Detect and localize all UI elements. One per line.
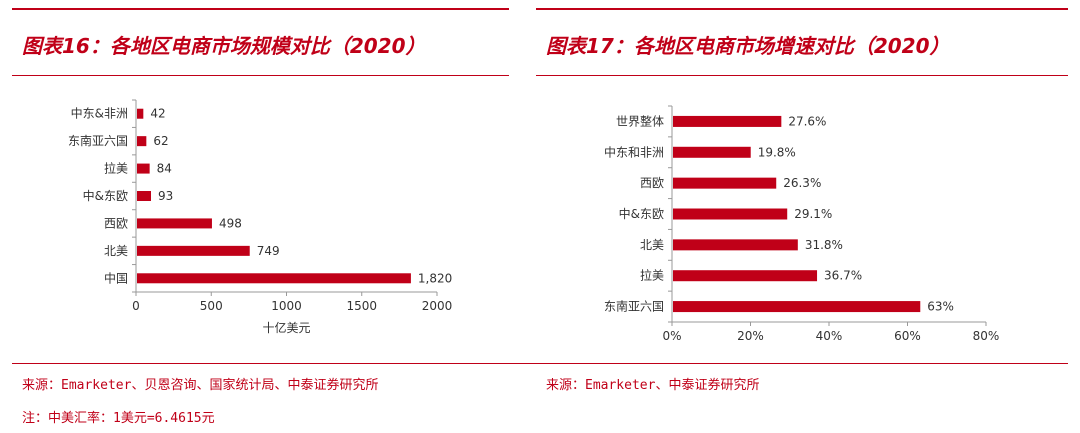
left-title-rule: [12, 75, 509, 76]
growth-category-label: 中&东欧: [619, 206, 664, 221]
size-bar: [137, 273, 411, 284]
size-bar: [137, 245, 250, 256]
left-exchange-rate-note: 注：中美汇率：1美元=6.4615元: [22, 411, 215, 426]
right-chart-title: 图表17：各地区电商市场增速对比（2020）: [546, 34, 950, 58]
source-divider: [12, 363, 1068, 364]
growth-category-label: 拉美: [640, 268, 664, 283]
right-source-note: 来源：Emarketer、中泰证券研究所: [546, 378, 760, 393]
size-value-label: 62: [153, 134, 168, 148]
size-x-tick-label: 1500: [346, 299, 377, 313]
size-bar: [137, 136, 147, 147]
growth-value-label: 27.6%: [788, 114, 826, 128]
size-x-tick-label: 0: [132, 299, 140, 313]
size-value-label: 498: [219, 216, 242, 230]
growth-x-tick-label: 60%: [894, 329, 921, 343]
growth-value-label: 63%: [927, 300, 954, 314]
size-category-label: 中东&非洲: [71, 106, 128, 121]
size-category-label: 北美: [104, 244, 128, 258]
right-top-rule: [536, 8, 1068, 10]
size-bar: [137, 163, 150, 174]
size-x-axis-label: 十亿美元: [262, 320, 310, 335]
growth-x-tick-label: 20%: [737, 329, 764, 343]
size-bar: [137, 108, 144, 119]
growth-bar: [673, 239, 798, 251]
size-category-label: 东南亚六国: [68, 133, 128, 148]
market-size-chart: 中东&非洲 42 东南亚六国 62 拉美 84 中&东欧 93 西欧 498 北美 749 中国 1,82…: [68, 99, 453, 335]
growth-bar: [673, 146, 751, 158]
growth-category-label: 世界整体: [616, 113, 664, 128]
growth-x-tick-label: 80%: [973, 329, 1000, 343]
size-x-tick-label: 2000: [422, 299, 453, 313]
size-value-label: 1,820: [418, 271, 452, 285]
growth-bar: [673, 208, 788, 220]
growth-category-label: 中东和非洲: [604, 144, 664, 159]
size-value-label: 93: [158, 189, 173, 203]
growth-category-label: 东南亚六国: [604, 299, 664, 314]
size-category-label: 西欧: [104, 216, 128, 230]
size-category-label: 中国: [104, 270, 128, 285]
growth-category-label: 西欧: [640, 176, 664, 190]
right-title-rule: [536, 75, 1068, 76]
size-x-tick-label: 500: [200, 299, 223, 313]
size-bar: [137, 191, 151, 201]
growth-bar: [673, 301, 921, 313]
left-chart-title: 图表16：各地区电商市场规模对比（2020）: [22, 34, 426, 58]
size-bar: [137, 218, 212, 229]
growth-bar: [673, 270, 818, 282]
growth-bar: [673, 115, 782, 127]
growth-value-label: 31.8%: [805, 238, 843, 252]
growth-x-tick-label: 0%: [662, 329, 681, 343]
growth-value-label: 29.1%: [794, 207, 832, 221]
left-source-note: 来源：Emarketer、贝恩咨询、国家统计局、中泰证券研究所: [22, 378, 379, 393]
growth-value-label: 36.7%: [824, 269, 862, 283]
growth-value-label: 19.8%: [758, 145, 796, 159]
size-category-label: 中&东欧: [83, 188, 128, 203]
size-value-label: 84: [157, 162, 172, 176]
growth-x-tick-label: 40%: [816, 329, 843, 343]
size-x-tick-label: 1000: [271, 299, 302, 313]
growth-value-label: 26.3%: [783, 176, 821, 190]
growth-bar: [673, 177, 777, 189]
size-category-label: 拉美: [104, 161, 128, 176]
size-value-label: 749: [257, 244, 280, 258]
growth-category-label: 北美: [640, 238, 664, 252]
left-top-rule: [12, 8, 509, 10]
size-value-label: 42: [150, 107, 165, 121]
